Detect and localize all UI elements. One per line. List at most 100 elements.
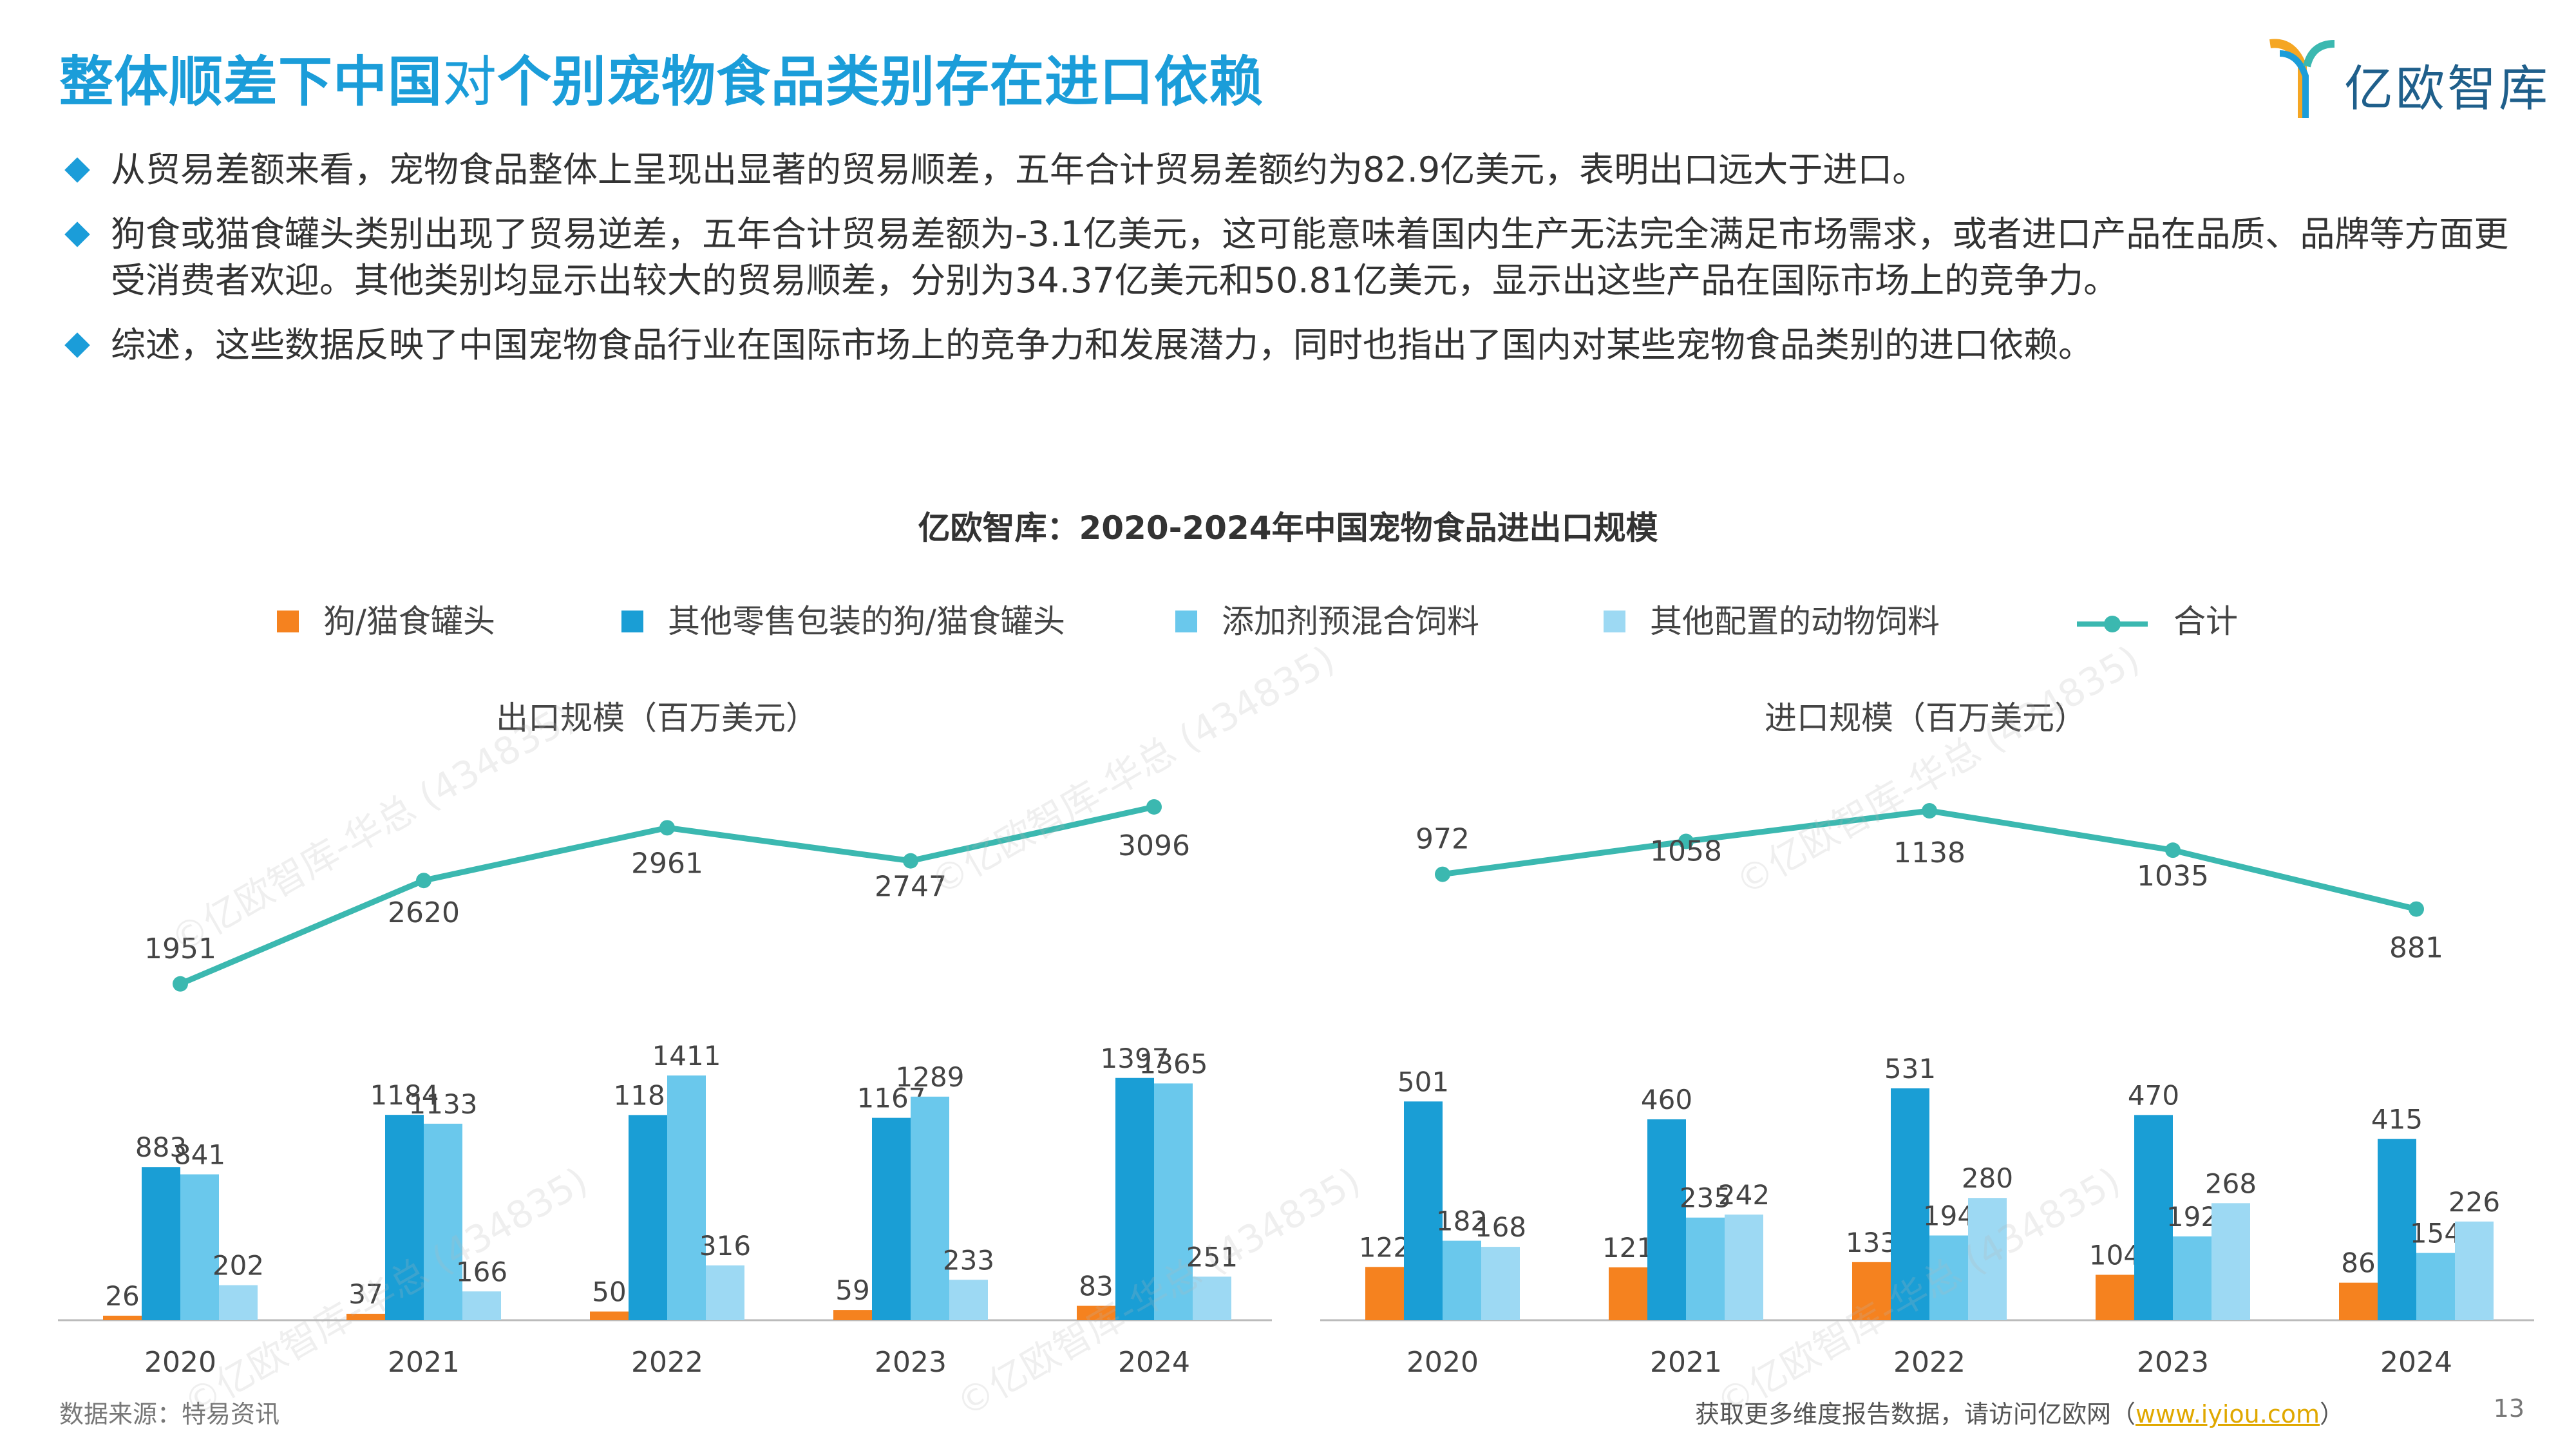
total-point: [1922, 803, 1937, 819]
bar: [1725, 1214, 1763, 1320]
legend-item: 狗/猫食罐头: [277, 599, 495, 644]
bar: [1365, 1267, 1404, 1320]
total-value-label: 972: [1416, 823, 1470, 856]
bar-value-label: 37: [348, 1278, 383, 1310]
bar-value-label: 1397: [1101, 1043, 1170, 1074]
total-point: [2409, 901, 2424, 917]
bar: [2211, 1203, 2250, 1320]
title-part-1: 整体顺差下中国: [59, 50, 443, 113]
total-value-label: 1951: [144, 933, 216, 965]
bar: [1193, 1276, 1231, 1320]
bar-value-label: 280: [1962, 1162, 2013, 1194]
bar: [2339, 1282, 2378, 1320]
bar: [2416, 1253, 2455, 1320]
legend-swatch-icon: [1604, 610, 1625, 632]
bar: [1968, 1198, 2007, 1320]
bar-value-label: 235: [1680, 1182, 1731, 1214]
total-point: [416, 873, 431, 889]
bar-value-label: 182: [1436, 1206, 1488, 1237]
bar: [2455, 1221, 2494, 1320]
bullet-item: 综述，这些数据反映了中国宠物食品行业在国际市场上的竞争力和发展潜力，同时也指出了…: [59, 322, 2526, 368]
bar: [1647, 1119, 1686, 1320]
logo-mark-icon: [2269, 39, 2335, 118]
legend-item: 添加剂预混合饲料: [1175, 599, 1479, 644]
bar: [1154, 1083, 1193, 1320]
bar-value-label: 133: [1846, 1227, 1897, 1258]
yiou-logo: 亿欧智库: [2267, 37, 2548, 121]
legend-label: 其他配置的动物饲料: [1650, 603, 1940, 640]
footer-more-info: 获取更多维度报告数据，请访问亿欧网（www.iyiou.com）: [1695, 1394, 2344, 1430]
bar-value-label: 841: [174, 1139, 225, 1171]
bar-value-label: 26: [105, 1280, 139, 1312]
bullet-item: 狗食或猫食罐头类别出现了贸易逆差，五年合计贸易差额为-3.1亿美元，这可能意味着…: [59, 211, 2526, 304]
bar: [706, 1265, 744, 1320]
bar: [1481, 1247, 1520, 1320]
bullet-text: 综述，这些数据反映了中国宠物食品行业在国际市场上的竞争力和发展潜力，同时也指出了…: [111, 325, 2093, 365]
legend-item: 其他零售包装的狗/猫食罐头: [621, 599, 1065, 644]
bar-value-label: 501: [1397, 1066, 1449, 1097]
footer-source: 数据来源：特易资讯: [59, 1400, 280, 1428]
page-title: 整体顺差下中国对个别宠物食品类别存在进口依赖: [59, 39, 1264, 117]
bar-value-label: 531: [1884, 1053, 1936, 1084]
bar: [1891, 1088, 1929, 1320]
bar: [590, 1311, 629, 1320]
bar-value-label: 1365: [1139, 1048, 1208, 1079]
total-value-label: 2961: [631, 847, 703, 880]
legend-swatch-icon: [277, 610, 299, 632]
bar-value-label: 233: [943, 1244, 994, 1276]
total-point: [659, 820, 675, 836]
bar: [424, 1123, 462, 1320]
bar: [2173, 1236, 2211, 1320]
bar: [1852, 1262, 1891, 1320]
panel-subtitle: 进口规模（百万美元）: [1765, 699, 2087, 737]
bar-value-label: 168: [1475, 1211, 1526, 1243]
bar: [142, 1167, 180, 1320]
total-value-label: 1138: [1893, 837, 1965, 869]
bar-value-label: 166: [456, 1256, 507, 1287]
bar: [2134, 1115, 2173, 1320]
total-point: [903, 853, 918, 869]
total-value-label: 3096: [1118, 829, 1190, 862]
title-part-3: 个别宠物食品类别存在进口依赖: [497, 50, 1264, 113]
bar-value-label: 59: [835, 1274, 869, 1306]
bar-value-label: 251: [1186, 1241, 1238, 1273]
x-tick-label: 2024: [2380, 1346, 2452, 1379]
footer-more-prefix: 获取更多维度报告数据，请访问亿欧网（: [1694, 1400, 2136, 1428]
x-tick-label: 2021: [1650, 1346, 1722, 1379]
bar-value-label: 316: [699, 1230, 751, 1262]
bar-value-label: 83: [1079, 1271, 1113, 1302]
page-number: 13: [2493, 1394, 2524, 1423]
bar: [1686, 1217, 1725, 1320]
bar-value-label: 415: [2371, 1104, 2423, 1135]
legend-line-icon: [2077, 615, 2148, 632]
bar: [629, 1115, 667, 1320]
bar-value-label: 86: [2341, 1247, 2375, 1279]
bullet-list: 从贸易差额来看，宠物食品整体上呈现出显著的贸易顺差，五年合计贸易差额约为82.9…: [59, 147, 2526, 386]
bar-value-label: 1411: [652, 1040, 721, 1072]
legend-swatch-icon: [1175, 610, 1197, 632]
total-point: [1678, 833, 1694, 849]
bar-value-label: 154: [2410, 1218, 2461, 1249]
bar-value-label: 202: [213, 1250, 264, 1282]
bullet-item: 从贸易差额来看，宠物食品整体上呈现出显著的贸易顺差，五年合计贸易差额约为82.9…: [59, 147, 2526, 193]
total-point: [173, 976, 188, 992]
x-tick-label: 2022: [631, 1346, 703, 1379]
bar-value-label: 268: [2205, 1168, 2257, 1199]
legend-label: 添加剂预混合饲料: [1222, 603, 1479, 640]
footer-link[interactable]: www.iyiou.com: [2135, 1400, 2320, 1428]
x-tick-label: 2024: [1118, 1346, 1190, 1379]
bar-value-label: 122: [1359, 1231, 1410, 1263]
bar: [180, 1174, 219, 1320]
bar: [949, 1280, 988, 1320]
chart-legend: 狗/猫食罐头 其他零售包装的狗/猫食罐头 添加剂预混合饲料 其他配置的动物饲料 …: [0, 599, 2576, 644]
bar: [103, 1315, 142, 1320]
bar: [346, 1314, 385, 1320]
bar: [2096, 1274, 2134, 1320]
bar-value-label: 50: [592, 1276, 626, 1308]
total-point: [1146, 799, 1162, 815]
legend-swatch-icon: [621, 610, 643, 632]
bar-value-label: 460: [1641, 1084, 1692, 1115]
total-value-label: 1058: [1650, 835, 1722, 868]
x-tick-label: 2022: [1893, 1346, 1965, 1379]
